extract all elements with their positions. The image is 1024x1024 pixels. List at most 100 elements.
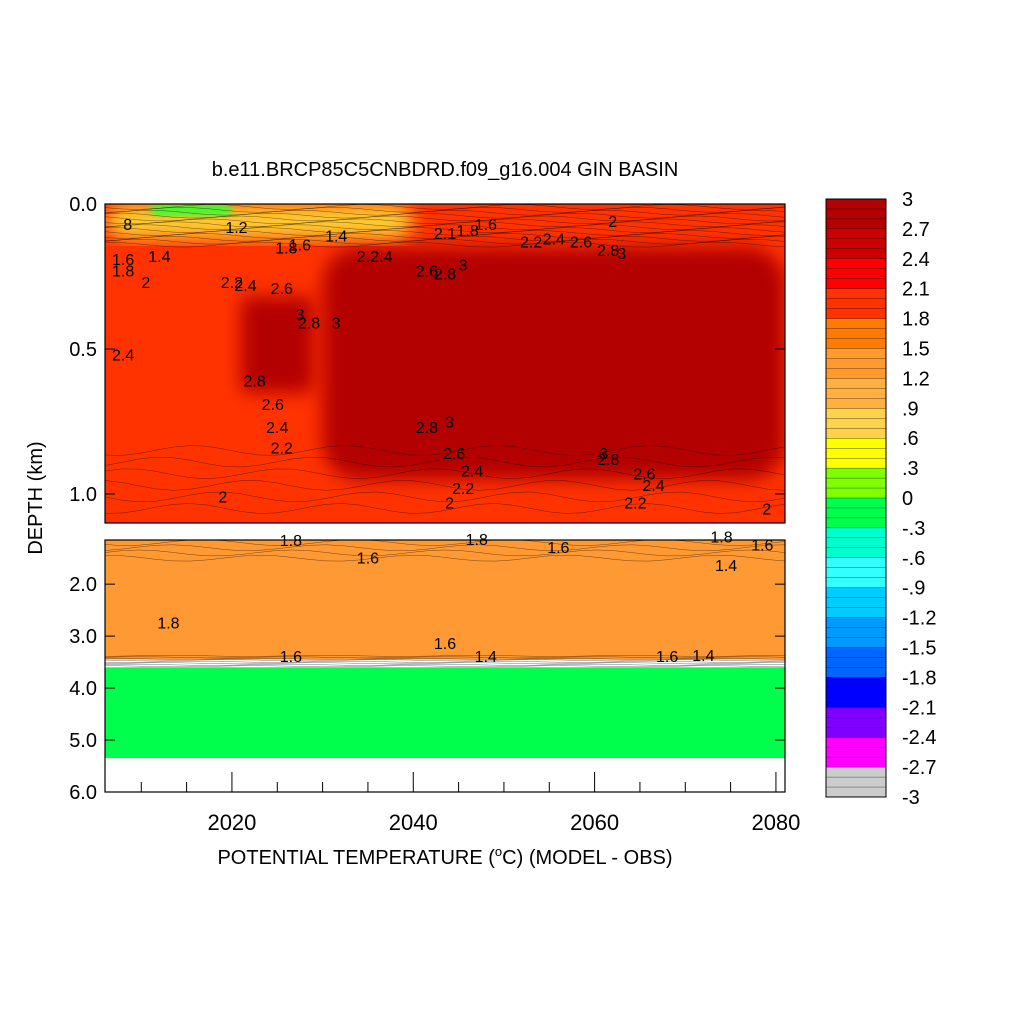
y-axis-label: DEPTH (km) [25, 441, 47, 554]
contour-label: 3 [295, 307, 304, 324]
lower-field [105, 540, 785, 792]
contour-label: 1.4 [692, 648, 714, 665]
colorbar-bin [825, 218, 887, 230]
colorbar-bin [825, 747, 887, 758]
contour-label: 2 [608, 214, 617, 231]
colorbar-tick-label: -1.2 [902, 608, 936, 630]
colorbar-bin [825, 328, 887, 339]
contour-line [105, 456, 785, 468]
contour-line [105, 660, 785, 663]
colorbar-tick-label: 1.2 [902, 368, 930, 390]
colorbar-bin [825, 717, 887, 728]
contour-label: 2.8 [416, 420, 438, 437]
contour-line [105, 657, 785, 660]
colorbar-tick-label: 3 [902, 189, 913, 211]
colorbar: 3 2.7 2.4 2.1 1.8 1.5 1.2 .9 .6 .3 0 -.3 -.6 -.9 -1.2 -… [825, 189, 936, 809]
contour-line [105, 544, 785, 551]
colorbar-bin [825, 637, 887, 648]
colorbar-bin [825, 647, 887, 658]
contour-line [105, 554, 785, 562]
colorbar-bin [825, 687, 887, 698]
x-axis-label: POTENTIAL TEMPERATURE (oC) (MODEL - OBS) [217, 844, 672, 869]
colorbar-tick-label: .9 [902, 398, 919, 420]
contour-label: 2.4 [234, 278, 256, 295]
colorbar-bin [825, 408, 887, 419]
colorbar-bin [825, 438, 887, 449]
contour-label: 1.8 [710, 530, 732, 547]
contour-label: 1.8 [112, 264, 134, 281]
colorbar-tick-label: 2.7 [902, 219, 930, 241]
colorbar-bin [825, 737, 887, 748]
x-tick-label: 2080 [751, 810, 800, 835]
colorbar-bin [825, 517, 887, 529]
colorbar-bin [825, 477, 887, 489]
contour-label: 3 [332, 316, 341, 333]
x-tick-label: 2040 [389, 810, 438, 835]
contour-label: 1.6 [547, 540, 569, 557]
upper-contour-lines [105, 204, 785, 514]
colorbar-bin [825, 448, 887, 459]
colorbar-tick-label: -.3 [902, 518, 925, 540]
contour-line [105, 221, 785, 227]
colorbar-tick-label: 1.5 [902, 339, 930, 361]
contour-label: 2.2 [271, 440, 293, 457]
contour-label: 1.8 [275, 240, 297, 257]
colorbar-tick-label: 2.1 [902, 279, 930, 301]
contour-line [105, 445, 785, 456]
region-no-data [105, 758, 785, 792]
colorbar-tick-label: -2.1 [902, 697, 936, 719]
x-tick-label: 2060 [570, 810, 619, 835]
contour-line [105, 549, 785, 557]
colorbar-bin [825, 467, 887, 479]
contour-label: 2.8 [597, 452, 619, 469]
colorbar-tick-label: -2.7 [902, 757, 936, 779]
colorbar-bin [825, 567, 887, 579]
colorbar-tick-label: -1.5 [902, 638, 936, 660]
contour-line [105, 480, 785, 491]
colorbar-bin [825, 677, 887, 688]
lower-contour-labels: 1.8 1.6 1.8 1.8 1.6 1.6 1.8 1.6 1.4 1.6 1.4 1.6 1.4 [157, 530, 773, 667]
colorbar-bin [825, 457, 887, 469]
contour-label: 2.4 [370, 249, 392, 266]
upper-y-axis: 0.0 0.5 1.0 [69, 194, 785, 506]
x-axis: 2020 2040 2060 2080 [140, 772, 800, 835]
contour-line [105, 656, 785, 659]
contour-line [105, 238, 785, 245]
colorbar-tick-label: -.6 [902, 548, 925, 570]
contour-label: 2.2 [357, 249, 379, 266]
colorbar-bin [825, 547, 887, 559]
colorbar-bin [825, 338, 887, 349]
contour-label: 1.4 [715, 558, 737, 575]
upper-contour-labels: 8 1.21.6 1.41.821.81.61.42.22.4 2.632.8 32.2… [112, 214, 771, 518]
contour-label: 2.2 [624, 496, 646, 513]
colorbar-bin [825, 617, 887, 629]
contour-label: 1.6 [112, 252, 134, 269]
colorbar-bin [825, 248, 887, 260]
region-early-core [241, 296, 314, 393]
upper-panel: 0.00.51.0 8 1.21.6 1.41.821.81.61.42.22.4 2… [69, 194, 786, 524]
colorbar-bin [825, 756, 887, 768]
contour-line [105, 663, 785, 666]
contour-line [105, 224, 785, 230]
contour-label: 2 [141, 275, 150, 292]
colorbar-bin [825, 627, 887, 638]
colorbar-bin [825, 527, 887, 539]
contour-label: 2.4 [461, 464, 483, 481]
contour-label: 1.8 [466, 532, 488, 549]
y-tick-label: 2.0 [69, 574, 97, 596]
contour-label: 1.4 [475, 649, 497, 666]
y-tick-label: 1.0 [69, 484, 97, 506]
colorbar-bin [825, 786, 887, 798]
contour-line [105, 655, 785, 657]
region-core-maximum [322, 247, 785, 480]
colorbar-tick-label: .6 [902, 428, 919, 450]
contour-line [105, 659, 785, 662]
contour-label: 2.2 [221, 275, 243, 292]
colorbar-bin [825, 557, 887, 569]
upper-panel-frame [104, 203, 786, 524]
colorbar-bin [825, 208, 887, 220]
contour-label: 2.1 [434, 226, 456, 243]
y-tick-label: 5.0 [69, 730, 97, 752]
colorbar-tick-label: -1.8 [902, 667, 936, 689]
